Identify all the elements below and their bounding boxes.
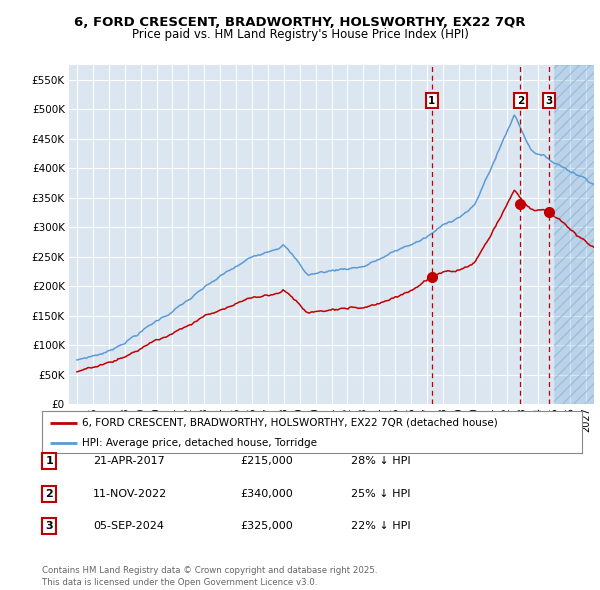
Text: 1: 1 <box>428 96 436 106</box>
Bar <box>554 65 594 404</box>
Text: 21-APR-2017: 21-APR-2017 <box>93 457 165 466</box>
Text: Contains HM Land Registry data © Crown copyright and database right 2025.
This d: Contains HM Land Registry data © Crown c… <box>42 566 377 587</box>
Text: 3: 3 <box>46 522 53 531</box>
Text: 2: 2 <box>517 96 524 106</box>
Text: £340,000: £340,000 <box>240 489 293 499</box>
Text: 25% ↓ HPI: 25% ↓ HPI <box>351 489 410 499</box>
Text: 6, FORD CRESCENT, BRADWORTHY, HOLSWORTHY, EX22 7QR (detached house): 6, FORD CRESCENT, BRADWORTHY, HOLSWORTHY… <box>83 418 498 428</box>
Text: 3: 3 <box>545 96 553 106</box>
Text: 11-NOV-2022: 11-NOV-2022 <box>93 489 167 499</box>
Text: 1: 1 <box>46 457 53 466</box>
Text: 6, FORD CRESCENT, BRADWORTHY, HOLSWORTHY, EX22 7QR: 6, FORD CRESCENT, BRADWORTHY, HOLSWORTHY… <box>74 16 526 29</box>
Bar <box>554 65 594 404</box>
Text: £325,000: £325,000 <box>240 522 293 531</box>
Text: 28% ↓ HPI: 28% ↓ HPI <box>351 457 410 466</box>
Text: 05-SEP-2024: 05-SEP-2024 <box>93 522 164 531</box>
Text: £215,000: £215,000 <box>240 457 293 466</box>
Text: 22% ↓ HPI: 22% ↓ HPI <box>351 522 410 531</box>
Text: HPI: Average price, detached house, Torridge: HPI: Average price, detached house, Torr… <box>83 438 317 447</box>
Text: Price paid vs. HM Land Registry's House Price Index (HPI): Price paid vs. HM Land Registry's House … <box>131 28 469 41</box>
Text: 2: 2 <box>46 489 53 499</box>
